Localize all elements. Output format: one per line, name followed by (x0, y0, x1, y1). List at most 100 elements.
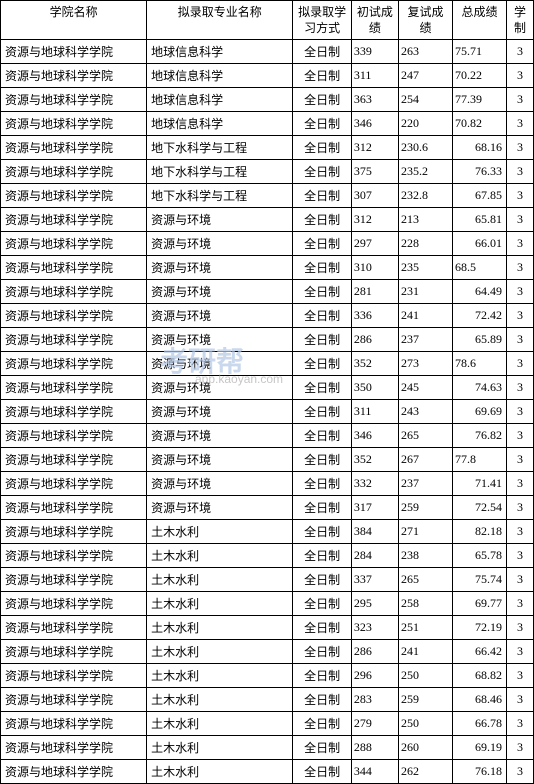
cell-school: 资源与地球科学学院 (1, 712, 147, 736)
cell-mode: 全日制 (293, 712, 351, 736)
table-row: 资源与地球科学学院地下水科学与工程全日制307232.867.853 (1, 184, 534, 208)
cell-total: 68.46 (453, 688, 507, 712)
cell-score1: 296 (351, 664, 398, 688)
cell-school: 资源与地球科学学院 (1, 280, 147, 304)
cell-major: 土木水利 (147, 664, 293, 688)
cell-years: 3 (506, 280, 533, 304)
cell-years: 3 (506, 208, 533, 232)
cell-total: 82.18 (453, 520, 507, 544)
cell-major: 资源与环境 (147, 208, 293, 232)
table-row: 资源与地球科学学院土木水利全日制38427182.183 (1, 520, 534, 544)
table-row: 资源与地球科学学院土木水利全日制33726575.743 (1, 568, 534, 592)
cell-mode: 全日制 (293, 376, 351, 400)
cell-major: 地球信息科学 (147, 112, 293, 136)
cell-total: 65.78 (453, 544, 507, 568)
cell-school: 资源与地球科学学院 (1, 640, 147, 664)
cell-score1: 323 (351, 616, 398, 640)
cell-major: 资源与环境 (147, 232, 293, 256)
cell-school: 资源与地球科学学院 (1, 760, 147, 784)
cell-score2: 235 (399, 256, 453, 280)
cell-mode: 全日制 (293, 40, 351, 64)
cell-major: 资源与环境 (147, 472, 293, 496)
cell-total: 77.39 (453, 88, 507, 112)
cell-mode: 全日制 (293, 472, 351, 496)
cell-years: 3 (506, 760, 533, 784)
admission-table: 学院名称 拟录取专业名称 拟录取学习方式 初试成绩 复试成绩 总成绩 学制 资源… (0, 0, 534, 784)
table-row: 资源与地球科学学院土木水利全日制29625068.823 (1, 664, 534, 688)
cell-school: 资源与地球科学学院 (1, 496, 147, 520)
cell-school: 资源与地球科学学院 (1, 688, 147, 712)
cell-total: 77.8 (453, 448, 507, 472)
cell-score2: 265 (399, 424, 453, 448)
cell-major: 地球信息科学 (147, 64, 293, 88)
cell-school: 资源与地球科学学院 (1, 376, 147, 400)
table-row: 资源与地球科学学院地下水科学与工程全日制312230.668.163 (1, 136, 534, 160)
cell-years: 3 (506, 424, 533, 448)
cell-years: 3 (506, 448, 533, 472)
cell-mode: 全日制 (293, 568, 351, 592)
cell-major: 地球信息科学 (147, 88, 293, 112)
cell-score1: 339 (351, 40, 398, 64)
cell-major: 资源与环境 (147, 256, 293, 280)
cell-major: 土木水利 (147, 688, 293, 712)
cell-years: 3 (506, 496, 533, 520)
cell-major: 土木水利 (147, 616, 293, 640)
cell-score1: 312 (351, 136, 398, 160)
cell-mode: 全日制 (293, 400, 351, 424)
cell-mode: 全日制 (293, 160, 351, 184)
cell-mode: 全日制 (293, 112, 351, 136)
cell-score1: 297 (351, 232, 398, 256)
cell-score2: 238 (399, 544, 453, 568)
cell-school: 资源与地球科学学院 (1, 208, 147, 232)
cell-years: 3 (506, 64, 533, 88)
cell-total: 70.22 (453, 64, 507, 88)
cell-mode: 全日制 (293, 688, 351, 712)
cell-total: 69.69 (453, 400, 507, 424)
cell-total: 72.54 (453, 496, 507, 520)
table-row: 资源与地球科学学院地球信息科学全日制33926375.713 (1, 40, 534, 64)
cell-school: 资源与地球科学学院 (1, 352, 147, 376)
header-row: 学院名称 拟录取专业名称 拟录取学习方式 初试成绩 复试成绩 总成绩 学制 (1, 1, 534, 40)
cell-major: 资源与环境 (147, 328, 293, 352)
cell-score2: 263 (399, 40, 453, 64)
header-school: 学院名称 (1, 1, 147, 40)
cell-score1: 337 (351, 568, 398, 592)
cell-score2: 228 (399, 232, 453, 256)
table-row: 资源与地球科学学院土木水利全日制28624166.423 (1, 640, 534, 664)
cell-score2: 273 (399, 352, 453, 376)
cell-major: 土木水利 (147, 736, 293, 760)
cell-years: 3 (506, 88, 533, 112)
table-row: 资源与地球科学学院土木水利全日制28826069.193 (1, 736, 534, 760)
table-body: 资源与地球科学学院地球信息科学全日制33926375.713资源与地球科学学院地… (1, 40, 534, 784)
cell-score1: 384 (351, 520, 398, 544)
table-row: 资源与地球科学学院土木水利全日制28325968.463 (1, 688, 534, 712)
cell-school: 资源与地球科学学院 (1, 256, 147, 280)
header-score2: 复试成绩 (399, 1, 453, 40)
cell-mode: 全日制 (293, 640, 351, 664)
cell-school: 资源与地球科学学院 (1, 592, 147, 616)
cell-total: 68.82 (453, 664, 507, 688)
cell-total: 66.78 (453, 712, 507, 736)
cell-score1: 363 (351, 88, 398, 112)
header-major: 拟录取专业名称 (147, 1, 293, 40)
cell-school: 资源与地球科学学院 (1, 64, 147, 88)
cell-score1: 311 (351, 400, 398, 424)
cell-years: 3 (506, 328, 533, 352)
cell-major: 地下水科学与工程 (147, 160, 293, 184)
cell-mode: 全日制 (293, 208, 351, 232)
header-years: 学制 (506, 1, 533, 40)
cell-years: 3 (506, 592, 533, 616)
cell-total: 69.77 (453, 592, 507, 616)
cell-total: 68.5 (453, 256, 507, 280)
cell-school: 资源与地球科学学院 (1, 568, 147, 592)
cell-school: 资源与地球科学学院 (1, 184, 147, 208)
table-row: 资源与地球科学学院土木水利全日制29525869.773 (1, 592, 534, 616)
cell-total: 66.01 (453, 232, 507, 256)
cell-total: 76.18 (453, 760, 507, 784)
cell-mode: 全日制 (293, 520, 351, 544)
cell-score2: 259 (399, 688, 453, 712)
cell-score2: 237 (399, 328, 453, 352)
cell-score1: 332 (351, 472, 398, 496)
cell-years: 3 (506, 376, 533, 400)
cell-score1: 352 (351, 448, 398, 472)
